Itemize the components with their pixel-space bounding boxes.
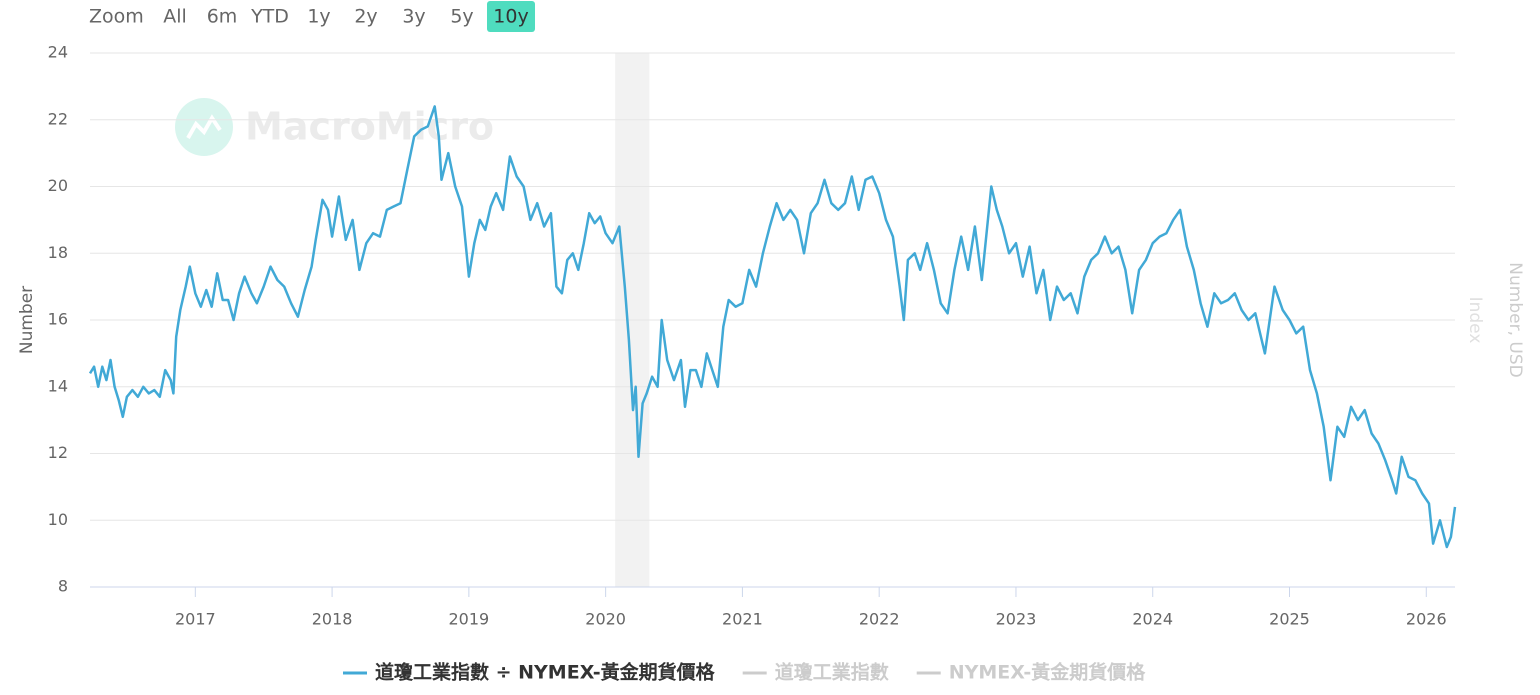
data-line [88, 105, 1457, 549]
x-tick-label: 2025 [1269, 610, 1310, 629]
x-tick-label: 2022 [859, 610, 900, 629]
watermark: MacroMicro [245, 105, 494, 149]
y-axis-title: Number [17, 286, 37, 354]
x-tick-label: 2018 [312, 610, 353, 629]
legend-item[interactable]: 道瓊工業指數 ÷ NYMEX-黃金期貨價格 [375, 661, 716, 684]
x-tick-label: 2019 [449, 610, 490, 629]
y-tick-label: 12 [48, 443, 68, 462]
zoom-button[interactable]: 5y [450, 6, 473, 28]
legend-item[interactable]: 道瓊工業指數 [775, 661, 889, 684]
zoom-button[interactable]: 1y [307, 6, 330, 28]
zoom-button[interactable]: 6m [207, 6, 238, 28]
zoom-button[interactable]: 3y [402, 6, 425, 28]
zoom-button[interactable]: YTD [250, 6, 289, 28]
zoom-button[interactable]: 2y [354, 6, 377, 28]
watermark-logo [175, 98, 233, 156]
x-tick-label: 2020 [585, 610, 626, 629]
watermark-icon [186, 114, 222, 139]
y-tick-label: 10 [48, 510, 68, 529]
y-tick-label: 14 [48, 376, 68, 395]
y-tick-label: 22 [48, 109, 68, 128]
x-tick-label: 2023 [996, 610, 1037, 629]
x-tick-label: 2017 [175, 610, 216, 629]
zoom-button[interactable]: All [163, 6, 187, 28]
x-tick-label: 2026 [1406, 610, 1447, 629]
zoom-button-active[interactable] [487, 1, 535, 32]
y-tick-label: 18 [48, 243, 68, 262]
x-tick-label: 2021 [722, 610, 763, 629]
legend-item[interactable]: NYMEX-黃金期貨價格 [949, 661, 1147, 684]
y-tick-label: 16 [48, 310, 68, 329]
zoom-label: Zoom [89, 6, 144, 28]
y-tick-label: 8 [58, 577, 68, 596]
y-tick-label: 20 [48, 176, 68, 195]
x-tick-label: 2024 [1132, 610, 1173, 629]
y-tick-label: 24 [48, 43, 68, 62]
y2-axis-title: Number, USD [1505, 262, 1525, 377]
zoom-button[interactable]: 10y [493, 6, 528, 28]
y3-axis-title: Index [1465, 297, 1485, 344]
